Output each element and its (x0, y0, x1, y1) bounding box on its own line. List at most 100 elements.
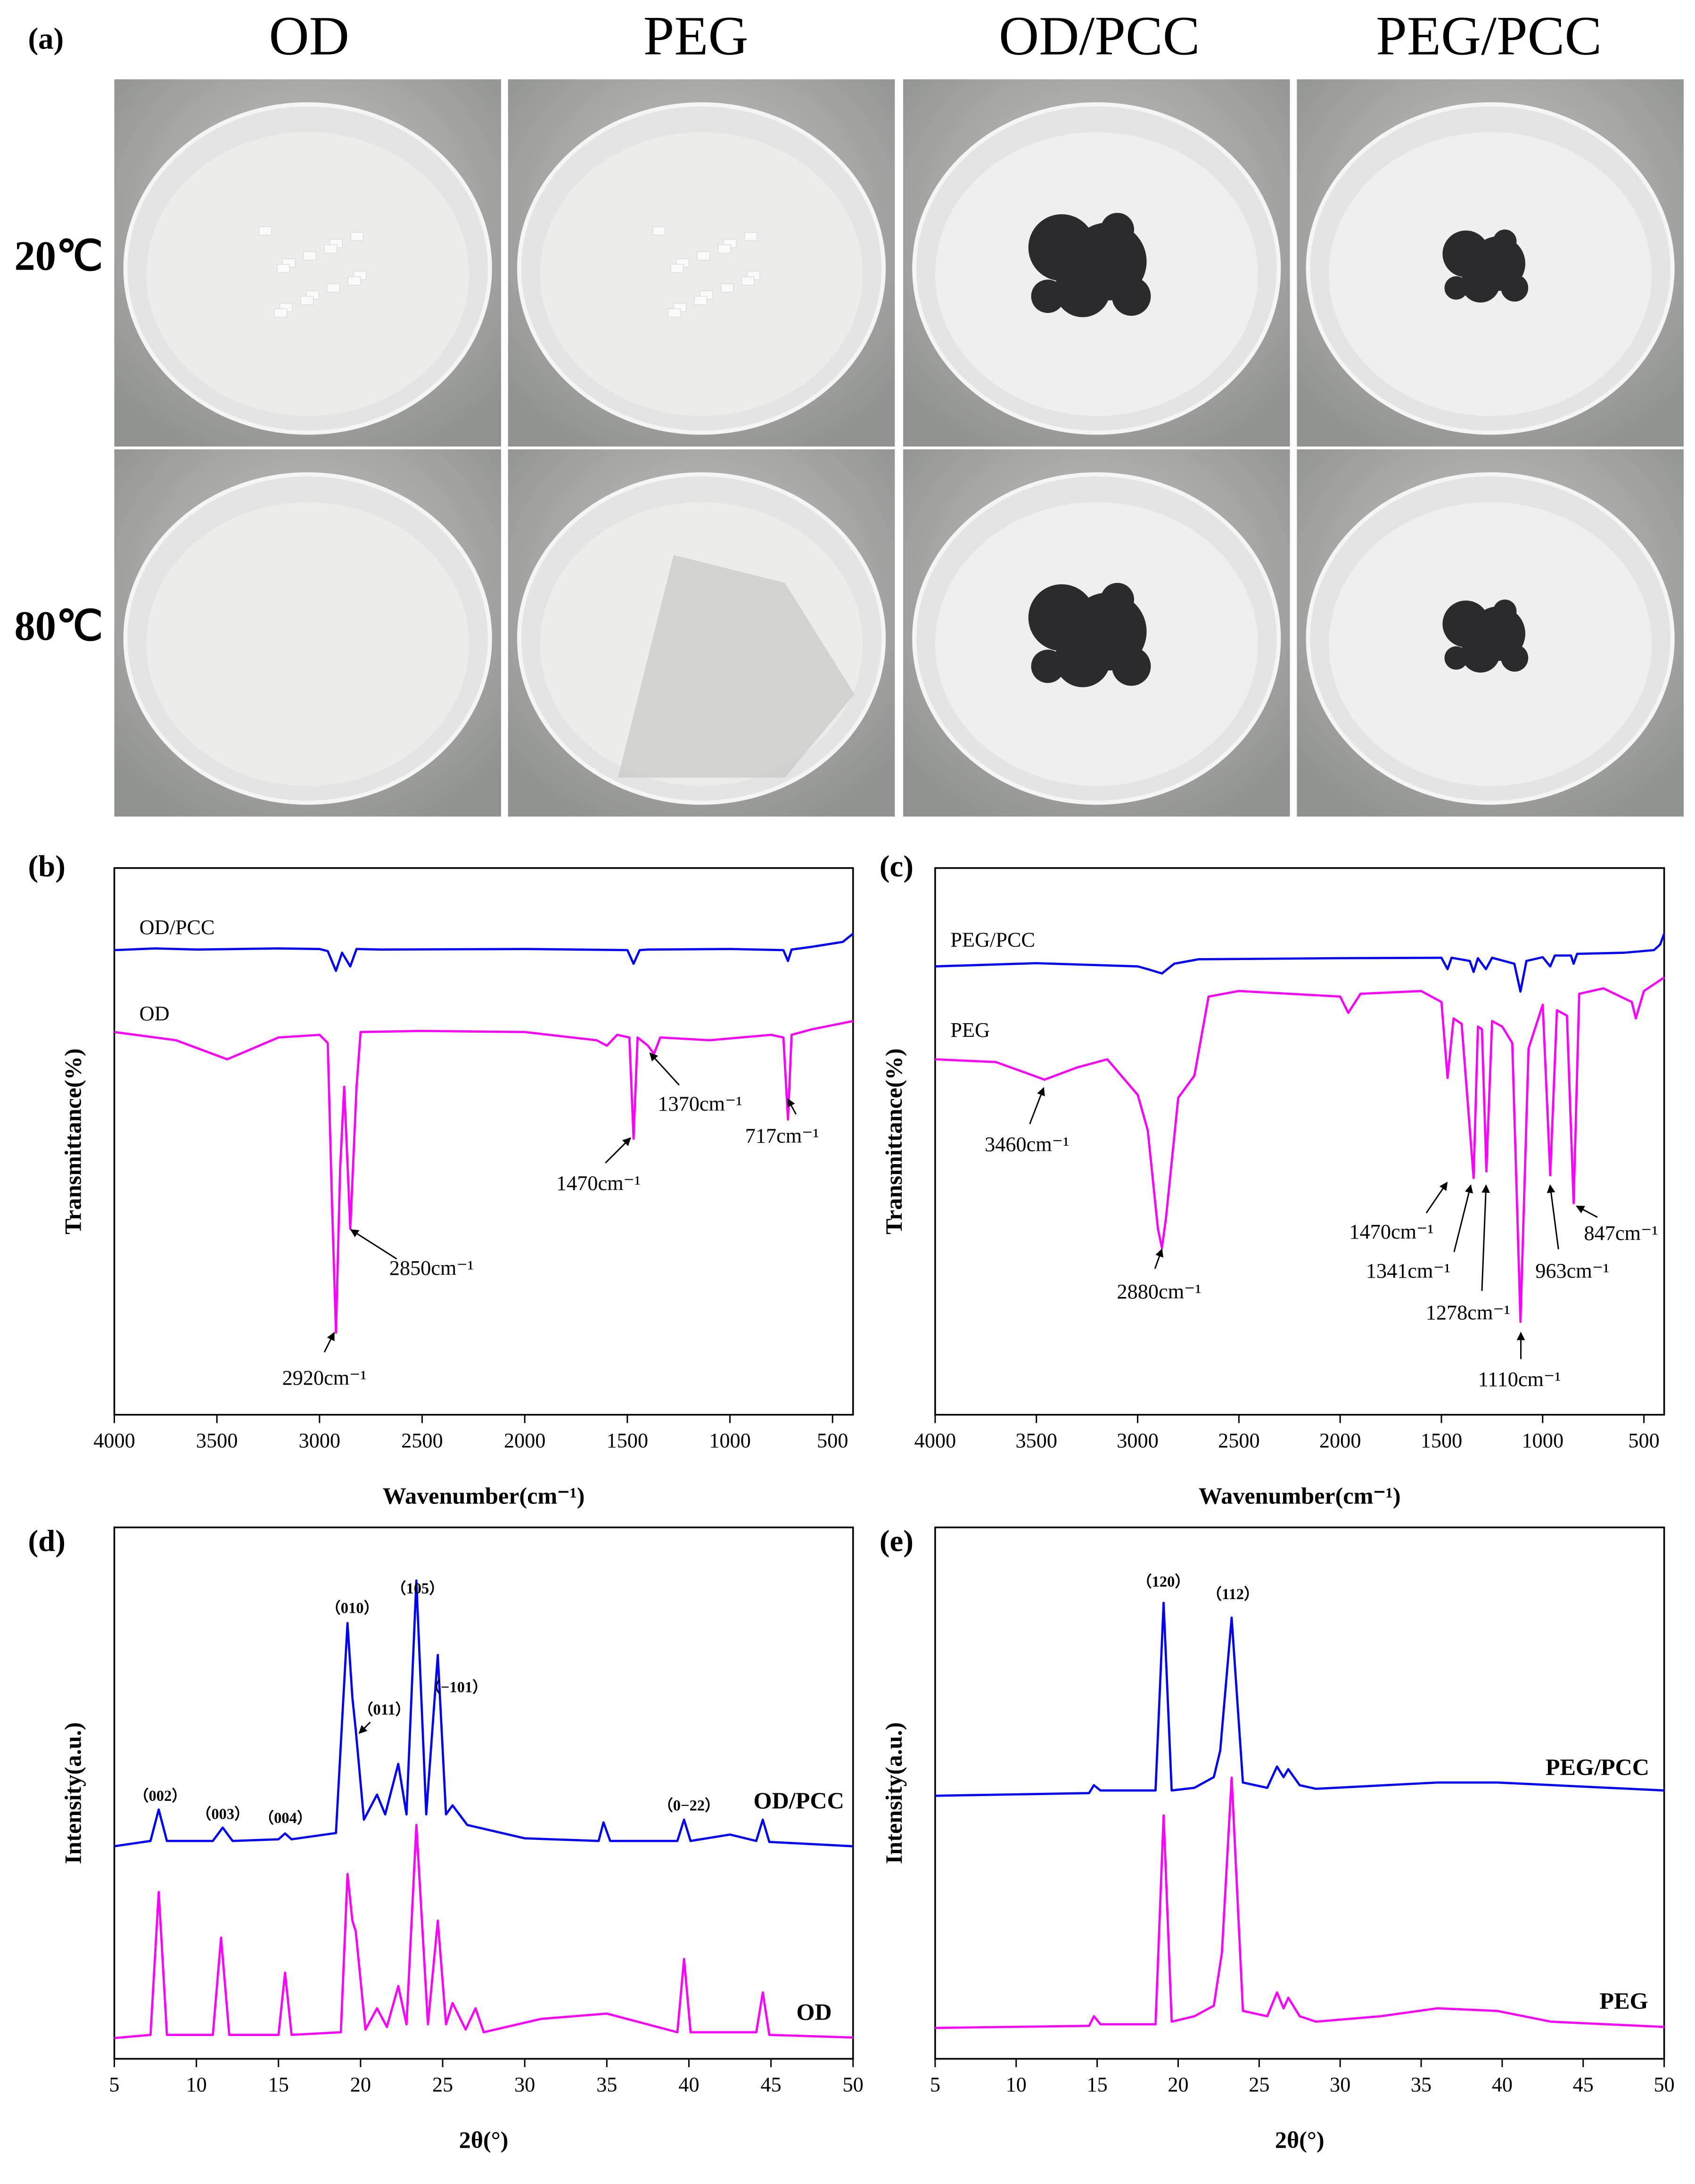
sample (1101, 213, 1135, 246)
x-tick-label: 25 (432, 2073, 453, 2096)
annotation-arrow (1453, 1184, 1473, 1252)
annotation: 963cm⁻¹ (1535, 1259, 1609, 1282)
x-tick-label: 1000 (709, 1429, 751, 1452)
x-tick-label: 500 (817, 1429, 848, 1452)
y-axis-label: Transmittance(%) (59, 1048, 86, 1234)
plot-frame (934, 867, 1665, 1416)
x-tick-label: 3000 (299, 1429, 341, 1452)
annotation-arrow (350, 1229, 397, 1260)
annotation-arrow (323, 1332, 335, 1353)
x-tick-label: 10 (1006, 2073, 1027, 2096)
series-label: PEG (1599, 1987, 1648, 2014)
annotation-arrow (787, 1098, 797, 1115)
plot-frame (934, 1527, 1665, 2060)
annotation-arrow (1547, 1184, 1559, 1249)
x-tick-label: 30 (514, 2073, 535, 2096)
annotation: 1470cm⁻¹ (556, 1172, 641, 1195)
dish-paper (146, 502, 469, 786)
row-label: 20℃ (14, 233, 103, 279)
annotation: （−101） (426, 1679, 488, 1696)
flake (327, 283, 340, 293)
x-tick-label: 10 (186, 2073, 207, 2096)
annotation: 1110cm⁻¹ (1478, 1368, 1561, 1391)
dish-paper (146, 132, 469, 416)
annotation: 717cm⁻¹ (745, 1125, 819, 1148)
panel-label: (d) (28, 1524, 66, 1558)
annotation: （105） (391, 1580, 444, 1597)
series-label: OD/PCC (754, 1787, 844, 1814)
x-tick-label: 40 (1492, 2073, 1513, 2096)
x-axis-label: 2θ(°) (1275, 2127, 1325, 2153)
x-tick-label: 20 (350, 2073, 371, 2096)
series-line (935, 933, 1665, 993)
x-tick-label: 2500 (401, 1429, 443, 1452)
annotation: 2920cm⁻¹ (282, 1366, 367, 1389)
photo (508, 79, 895, 447)
photo (903, 79, 1290, 447)
x-tick-label: 45 (1573, 2073, 1594, 2096)
sample (1501, 274, 1529, 302)
x-tick-label: 4000 (93, 1429, 135, 1452)
column-header: PEG/PCC (1376, 5, 1602, 67)
sample (1101, 583, 1135, 616)
annotation: 1341cm⁻¹ (1366, 1259, 1450, 1282)
annotation: 2880cm⁻¹ (1117, 1280, 1201, 1303)
annotation: 3460cm⁻¹ (985, 1133, 1069, 1156)
series-label: PEG/PCC (1546, 1754, 1649, 1780)
x-tick-label: 45 (761, 2073, 782, 2096)
sample (1493, 230, 1517, 253)
annotation: 1370cm⁻¹ (658, 1092, 742, 1116)
annotation: （002） (133, 1787, 187, 1805)
sample (1054, 632, 1111, 688)
series-line (935, 976, 1665, 1323)
x-tick-label: 2500 (1218, 1429, 1260, 1452)
flake (303, 251, 317, 261)
annotation-arrow (649, 1052, 680, 1086)
x-tick-label: 5 (930, 2073, 940, 2096)
annotation: （120） (1136, 1573, 1190, 1590)
sample (1444, 646, 1468, 670)
x-tick-label: 5 (109, 2073, 119, 2096)
x-tick-label: 2000 (1319, 1429, 1361, 1452)
sample (1501, 644, 1529, 672)
series-line (114, 1823, 853, 2039)
annotation: （004） (259, 1809, 313, 1827)
flake (324, 244, 337, 254)
series-label: PEG/PCC (950, 928, 1035, 951)
sample (1111, 647, 1151, 686)
sample (1461, 633, 1500, 673)
flake (652, 226, 666, 236)
panel-label: (b) (28, 850, 66, 884)
column-header: OD (269, 5, 349, 67)
series-label: PEG (950, 1018, 990, 1042)
y-axis-label: Transmittance(%) (880, 1048, 907, 1234)
annotation-arrow (1029, 1087, 1045, 1125)
annotation: 847cm⁻¹ (1584, 1222, 1658, 1245)
flake (667, 308, 681, 318)
flake (720, 283, 734, 293)
sample (1054, 261, 1111, 317)
photo (114, 449, 502, 817)
flake (694, 296, 708, 305)
annotation-arrow (1425, 1182, 1448, 1214)
flake (741, 276, 755, 286)
series-label: OD (797, 1998, 832, 2025)
x-tick-label: 500 (1628, 1429, 1659, 1452)
flake (347, 276, 361, 286)
x-tick-label: 1000 (1522, 1429, 1564, 1452)
flake (717, 244, 731, 254)
series-line (114, 1579, 853, 1847)
annotation: 2850cm⁻¹ (389, 1256, 474, 1280)
annotation: （0−22） (658, 1797, 720, 1815)
flake (670, 264, 684, 273)
panel-label: (a) (28, 22, 64, 56)
annotation: （112） (1207, 1585, 1259, 1603)
series-line (935, 1601, 1664, 1797)
x-axis-label: Wavenumber(cm⁻¹) (383, 1482, 585, 1509)
panel-label: (c) (880, 850, 913, 884)
photo (1297, 449, 1684, 817)
sample (1111, 277, 1151, 316)
annotation-arrow (1154, 1248, 1164, 1269)
